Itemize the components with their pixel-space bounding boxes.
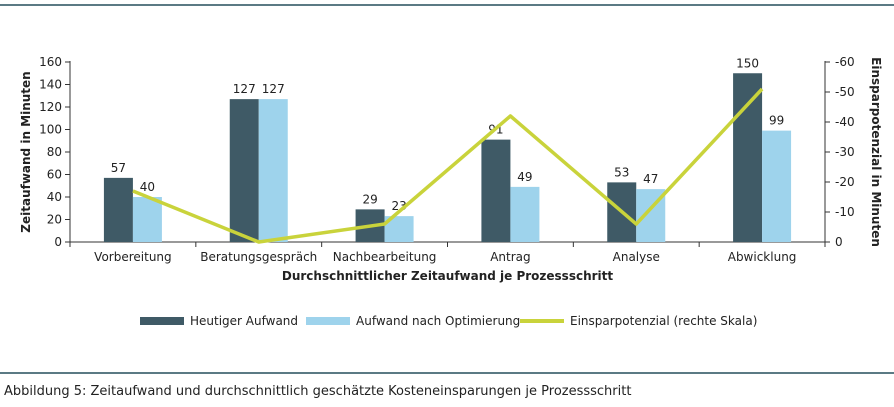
data-label-optimiert: 47 — [643, 172, 658, 186]
figure-caption: Abbildung 5: Zeitaufwand und durchschnit… — [4, 384, 632, 399]
data-label-optimiert: 49 — [517, 170, 532, 184]
legend-aufwand-nach-optimierung-swatch — [306, 317, 350, 325]
data-label-heutiger: 127 — [233, 82, 256, 96]
y-tick-label-right: -20 — [835, 175, 855, 189]
y-tick-label-right: -50 — [835, 85, 855, 99]
bar-heutiger-aufwand — [229, 99, 259, 242]
legend-heutiger-aufwand-swatch — [140, 317, 184, 325]
y-tick-label-left: 20 — [47, 213, 62, 227]
y-tick-label-left: 160 — [39, 55, 62, 69]
y-tick-label-right: -10 — [835, 205, 855, 219]
x-tick-label: Nachbearbeitung — [333, 250, 437, 264]
data-label-heutiger: 53 — [614, 165, 629, 179]
y-tick-label-left: 120 — [39, 100, 62, 114]
data-label-heutiger: 29 — [362, 192, 377, 206]
bar-heutiger-aufwand — [103, 177, 133, 242]
legend-heutiger-aufwand-label: Heutiger Aufwand — [190, 314, 298, 328]
line-einsparpotenzial — [132, 87, 764, 244]
y-axis-title-right: Einsparpotenzial in Minuten — [869, 57, 883, 247]
y-tick-label-left: 60 — [47, 168, 62, 182]
x-tick-label: Abwicklung — [728, 250, 797, 264]
data-label-optimiert: 99 — [769, 114, 784, 128]
legend-aufwand-nach-optimierung-label: Aufwand nach Optimierung — [356, 314, 520, 328]
legend-einsparpotenzial-label: Einsparpotenzial (rechte Skala) — [570, 314, 757, 328]
bar-heutiger-aufwand — [481, 139, 511, 242]
y-tick-label-left: 140 — [39, 78, 62, 92]
bar-aufwand-nach-optimierung — [510, 186, 540, 242]
data-label-heutiger: 57 — [111, 161, 126, 175]
bar-aufwand-nach-optimierung — [258, 99, 288, 242]
y-tick-label-left: 40 — [47, 190, 62, 204]
y-tick-label-right: -60 — [835, 55, 855, 69]
x-axis-title: Durchschnittlicher Zeitaufwand je Prozes… — [282, 269, 614, 283]
x-tick-label: Analyse — [613, 250, 660, 264]
top-rule — [0, 4, 894, 6]
x-tick-label: Beratungsgespräch — [200, 250, 317, 264]
data-label-heutiger: 150 — [736, 56, 759, 70]
y-tick-label-right: 0 — [835, 235, 843, 249]
data-label-optimiert: 40 — [140, 180, 155, 194]
x-tick-label: Vorbereitung — [94, 250, 171, 264]
y-tick-label-right: -40 — [835, 115, 855, 129]
y-tick-label-right: -30 — [835, 145, 855, 159]
bar-aufwand-nach-optimierung — [132, 197, 162, 242]
data-label-optimiert: 127 — [262, 82, 285, 96]
bar-heutiger-aufwand — [733, 73, 763, 242]
chart: 0 20 40 60 80 100 120 140 160 0 -10 -20 -30 -40 -50 -60… — [19, 55, 883, 328]
y-tick-label-left: 100 — [39, 123, 62, 137]
bottom-rule — [0, 372, 894, 374]
y-axis-title-left: Zeitaufwand in Minuten — [19, 71, 33, 232]
bar-aufwand-nach-optimierung — [762, 130, 792, 242]
y-tick-label-left: 0 — [54, 235, 62, 249]
y-tick-label-left: 80 — [47, 145, 62, 159]
x-tick-label: Antrag — [490, 250, 530, 264]
